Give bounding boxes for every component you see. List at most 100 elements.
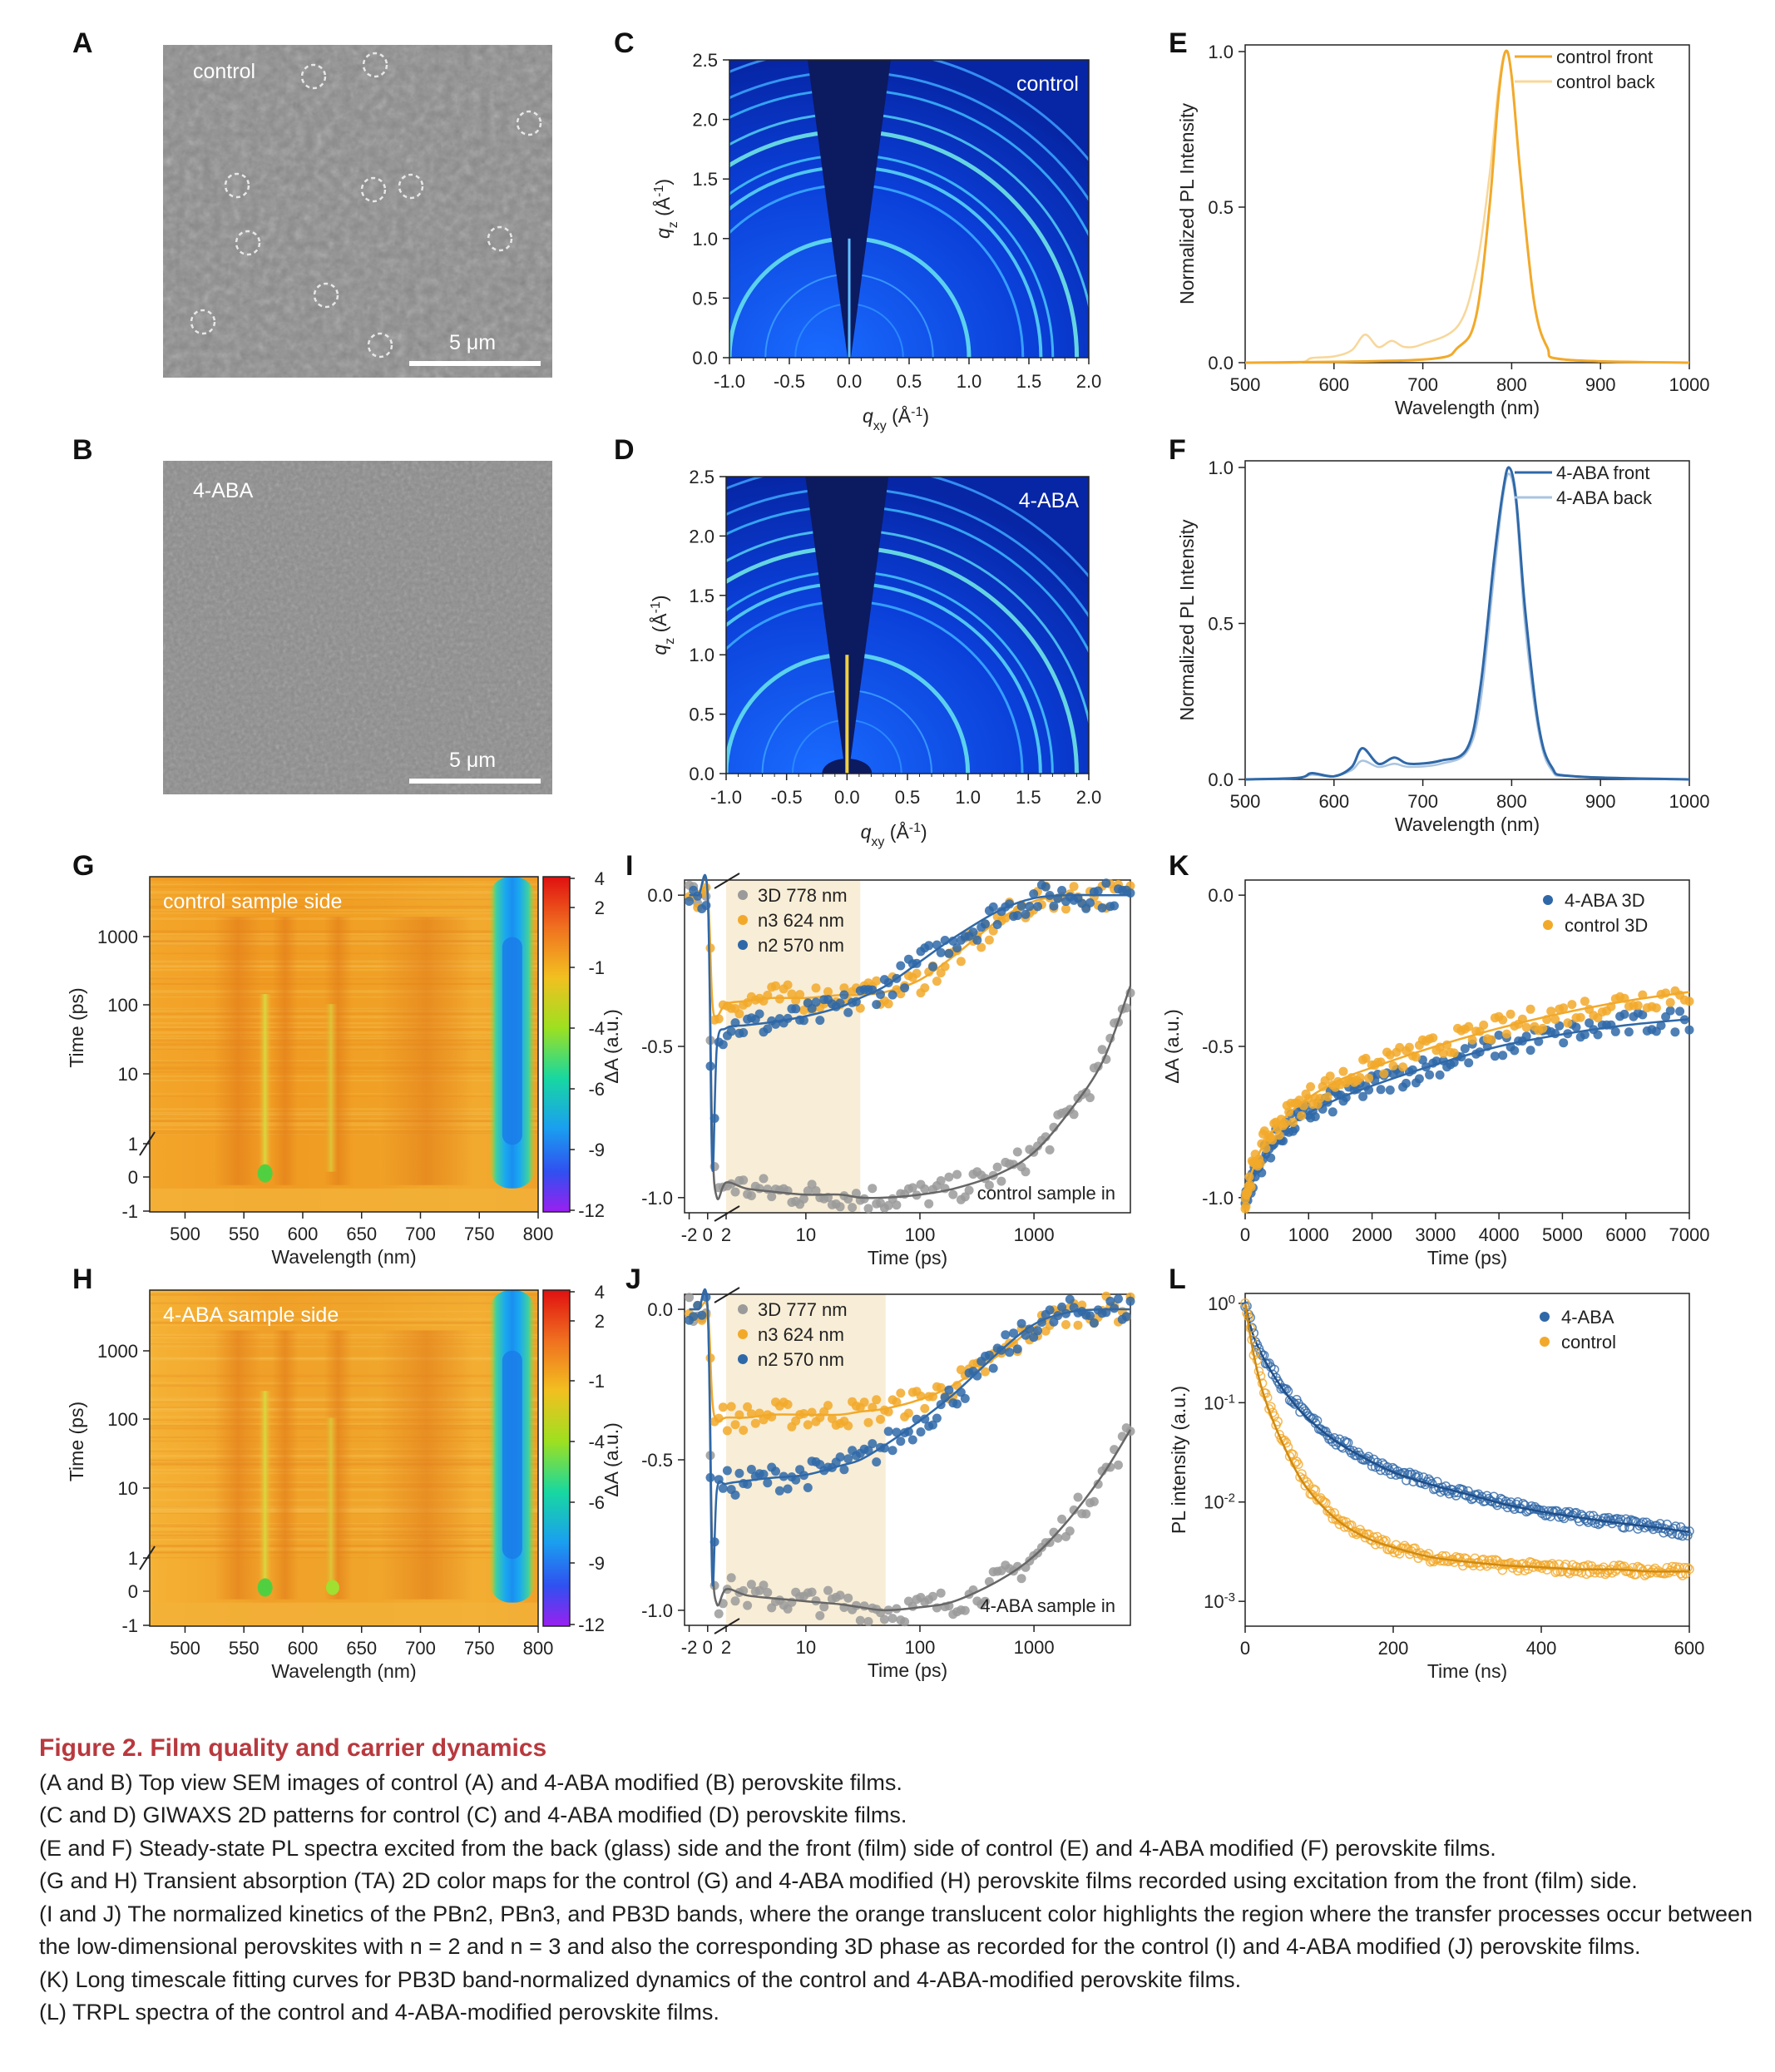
data-point (1638, 1010, 1648, 1020)
data-point (903, 1408, 913, 1418)
x-tick-label: 750 (464, 1638, 495, 1659)
data-point (1328, 1107, 1337, 1117)
legend-entry: 4-ABA front (1556, 462, 1650, 483)
data-point (1326, 1508, 1336, 1519)
data-point (718, 1040, 728, 1050)
ta-n3-feature (324, 1004, 338, 1172)
data-point (1385, 1085, 1395, 1095)
data-point (1315, 1093, 1325, 1103)
ta-noise-stripe (150, 877, 538, 879)
panel-letter-k: K (1169, 850, 1189, 882)
data-point (803, 1420, 813, 1430)
data-point (1121, 1312, 1131, 1322)
data-point (1464, 1021, 1474, 1031)
legend-marker (738, 940, 748, 950)
ta-dark-band (378, 917, 474, 1185)
x-tick-label: 700 (405, 1224, 436, 1244)
x-tick-label: -1.0 (710, 787, 742, 808)
ta-noise-stripe (150, 1302, 538, 1304)
data-point (1521, 1031, 1531, 1041)
axis-break (714, 1205, 740, 1222)
data-point (924, 941, 934, 951)
data-point (1268, 1135, 1278, 1145)
specular-streak (848, 238, 851, 358)
data-point (1260, 1388, 1271, 1398)
caption-line-cd: (C and D) GIWAXS 2D patterns for control… (39, 1802, 907, 1827)
data-point (685, 1293, 695, 1303)
data-point (697, 1310, 707, 1320)
data-point (1009, 1328, 1018, 1338)
x-tick-label: 3000 (1415, 1224, 1456, 1245)
x-axis-label: qxy (Å-1) (863, 404, 929, 433)
data-point (896, 1388, 906, 1398)
y-tick-label: 1 (128, 1134, 138, 1155)
fit-curve (1243, 1303, 1690, 1533)
data-point (1310, 1485, 1321, 1496)
legend-marker (1540, 1312, 1550, 1322)
data-point (1049, 901, 1059, 911)
data-point (811, 997, 821, 1007)
data-point (1077, 1300, 1087, 1310)
data-point (1405, 1467, 1415, 1478)
data-point (1460, 1044, 1470, 1054)
data-point (743, 1402, 753, 1412)
data-point (1012, 1561, 1022, 1571)
x-tick-label: 0.0 (837, 371, 863, 392)
x-tick-label: 1.5 (1016, 787, 1041, 808)
data-point (1097, 903, 1107, 912)
data-point (1398, 1062, 1408, 1072)
data-point (892, 1427, 902, 1437)
data-point (1467, 1035, 1477, 1045)
data-point (992, 1162, 1002, 1172)
x-tick-label: 700 (1407, 791, 1438, 812)
fit-curve (689, 1288, 1131, 1587)
x-tick-label: 200 (1378, 1638, 1409, 1659)
data-point (863, 1446, 873, 1456)
data-point (795, 990, 805, 1000)
data-point (1069, 882, 1079, 892)
data-point (1379, 1069, 1389, 1079)
data-point (754, 1009, 764, 1019)
y-tick-label: 1.0 (1208, 457, 1234, 478)
data-point (1069, 1110, 1079, 1120)
x-axis-label: Time (ps) (1427, 1247, 1507, 1268)
data-point (714, 1609, 724, 1619)
x-tick-label: 2 (721, 1224, 731, 1245)
data-point (774, 994, 784, 1004)
legend-marker (738, 890, 748, 900)
data-point (1093, 1479, 1103, 1489)
legend-entry: control back (1556, 72, 1656, 92)
x-tick-label: 500 (170, 1638, 200, 1659)
y-tick-label: 0.0 (692, 348, 718, 368)
y-tick-label: 0 (128, 1167, 138, 1188)
y-tick-label: 2.5 (692, 50, 718, 71)
y-axis-label: ΔA (a.u.) (601, 1009, 622, 1084)
plot-frame (149, 876, 539, 1213)
data-point (981, 1367, 990, 1377)
data-point (1490, 1051, 1500, 1061)
data-point (936, 1176, 946, 1185)
data-point (1089, 1318, 1099, 1328)
data-point (726, 1573, 736, 1583)
data-point (851, 1189, 861, 1199)
ta-noise-stripe (150, 905, 538, 907)
giwaxs-label: 4-ABA (1019, 489, 1080, 512)
ta-noise-stripe (150, 886, 538, 888)
caption-title: Figure 2. Film quality and carrier dynam… (39, 1734, 547, 1762)
y-tick-label: 2.0 (689, 526, 714, 546)
data-point (948, 1189, 958, 1199)
data-point (839, 990, 849, 1000)
legend-marker (738, 1354, 748, 1364)
y-tick-label: -0.5 (1202, 1036, 1234, 1057)
x-tick-label: 10 (796, 1224, 816, 1245)
axis-break (139, 1545, 156, 1570)
colorbar-tick-label: 2 (595, 1311, 605, 1332)
data-point (1323, 1092, 1332, 1101)
data-point (1110, 901, 1120, 911)
y-tick-label: 0.0 (689, 764, 714, 784)
data-point (835, 1590, 845, 1600)
data-point (1411, 1052, 1421, 1062)
ta-noise-stripe (150, 898, 538, 899)
pl-series-back (1244, 472, 1690, 781)
data-point (936, 1588, 946, 1598)
